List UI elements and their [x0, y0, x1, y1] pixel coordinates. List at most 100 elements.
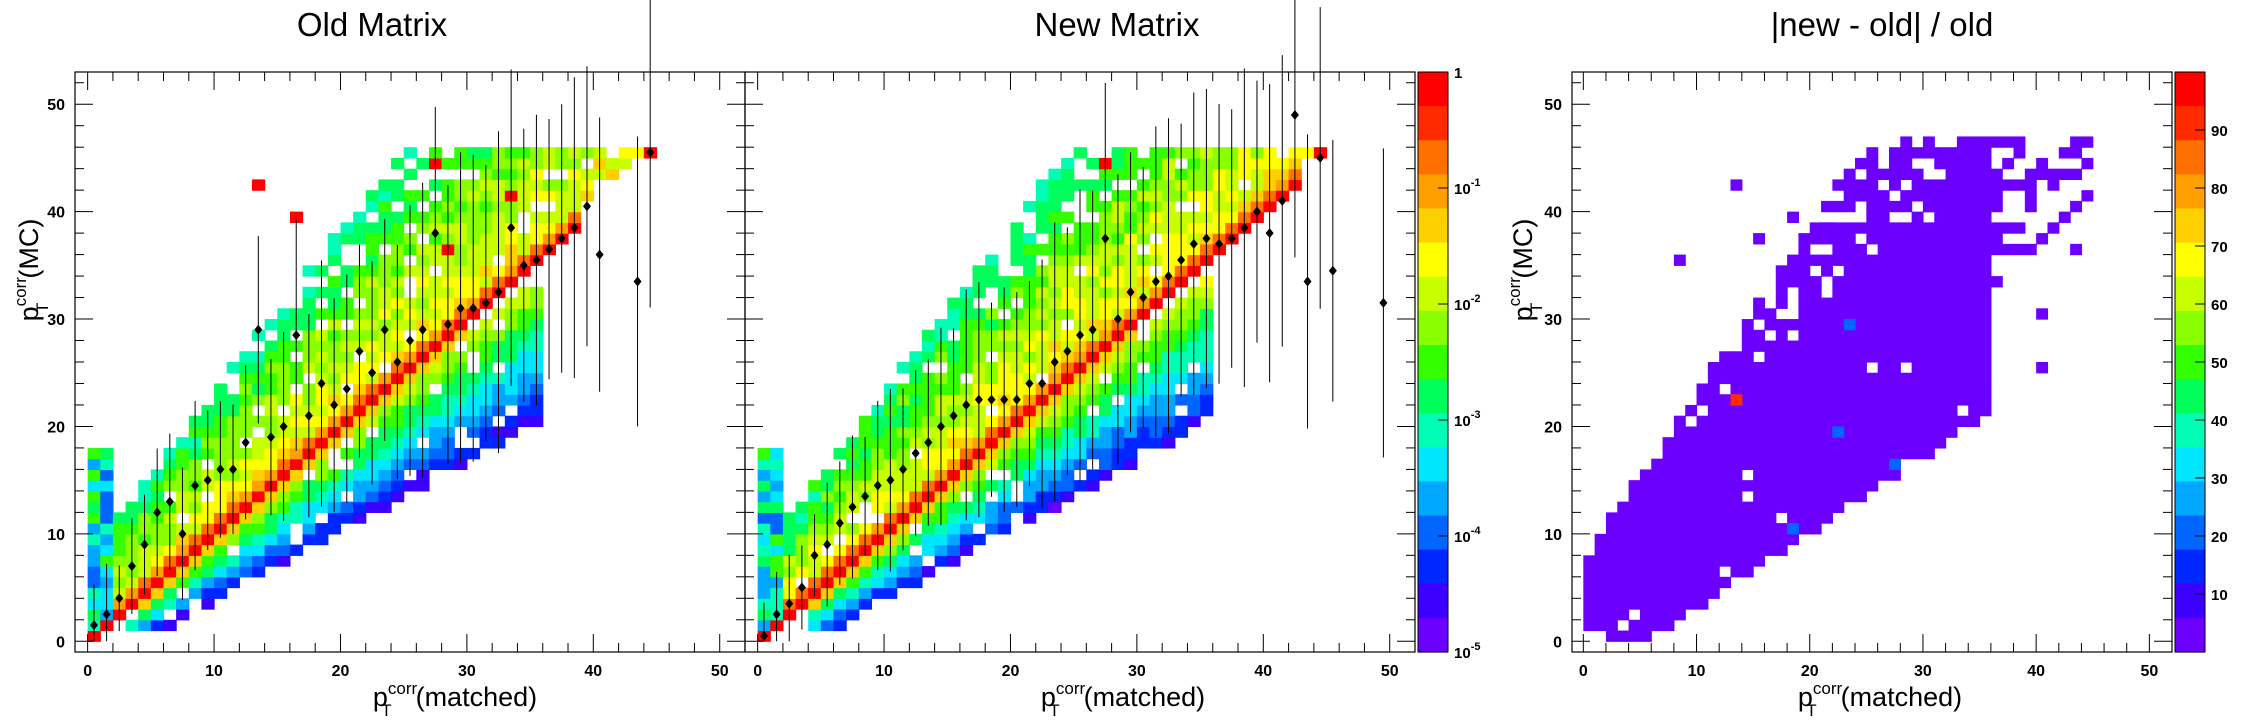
difference-cell	[1945, 254, 1958, 266]
difference-cell	[1945, 297, 1958, 309]
difference-cell	[1888, 383, 1901, 395]
difference-cell	[1945, 265, 1958, 277]
difference-cell	[1866, 265, 1879, 277]
difference-cell	[1888, 340, 1901, 352]
difference-cell	[1628, 544, 1641, 556]
matrix-cell	[871, 587, 885, 599]
difference-cell	[1877, 469, 1890, 481]
difference-cell	[1809, 340, 1822, 352]
difference-cell	[1639, 598, 1652, 610]
difference-cell	[1730, 437, 1743, 449]
profile-point	[1177, 254, 1186, 265]
matrix-cell	[441, 157, 455, 170]
matrix-cell	[1098, 437, 1113, 449]
difference-cell	[1753, 308, 1766, 320]
difference-cell	[1888, 297, 1901, 309]
profile-point	[1202, 233, 1211, 244]
difference-cell	[1956, 233, 1969, 245]
difference-cell	[1843, 447, 1856, 460]
matrix-cell	[1010, 243, 1024, 256]
difference-cell	[2058, 168, 2071, 181]
difference-cell	[1628, 587, 1641, 599]
difference-cell	[1866, 168, 1879, 181]
difference-cell	[2024, 179, 2037, 191]
difference-cell	[1956, 179, 1969, 191]
profile-point	[873, 480, 882, 491]
difference-cell	[1696, 544, 1709, 556]
difference-cell	[1968, 362, 1981, 374]
difference-cell	[1719, 533, 1732, 546]
matrix-cell	[1086, 157, 1100, 170]
difference-cell	[1956, 147, 1969, 159]
difference-cell	[1764, 437, 1777, 449]
matrix-cell	[150, 598, 165, 610]
matrix-cell	[378, 437, 392, 449]
difference-cell	[1651, 587, 1664, 599]
difference-cell	[1821, 383, 1833, 395]
matrix-cell	[947, 533, 961, 546]
x-tick-label: 40	[2027, 663, 2045, 680]
difference-cell	[1968, 254, 1981, 266]
difference-cell	[1945, 404, 1958, 417]
difference-cell	[1900, 340, 1913, 352]
difference-cell	[1990, 233, 2003, 245]
difference-cell	[1753, 362, 1766, 374]
difference-cell	[1945, 190, 1958, 202]
difference-cell	[1639, 609, 1652, 621]
difference-cell	[1628, 619, 1641, 632]
difference-cell	[1866, 447, 1879, 460]
matrix-cell	[985, 276, 999, 288]
difference-cell	[1617, 512, 1630, 524]
matrix-cell	[264, 351, 278, 363]
difference-cell	[1639, 587, 1652, 599]
matrix-cell	[1048, 211, 1062, 223]
difference-cell	[1922, 222, 1935, 234]
matrix-cell	[921, 544, 936, 556]
matrix-cell	[896, 362, 910, 374]
matrix-cell	[1098, 415, 1113, 428]
difference-cell	[1787, 426, 1800, 438]
difference-cell	[1787, 533, 1800, 546]
difference-cell	[2081, 190, 2094, 202]
color-scale-segment	[2175, 413, 2205, 448]
difference-cell	[1855, 383, 1867, 395]
difference-cell	[1719, 404, 1732, 417]
difference-cell	[1990, 276, 2003, 288]
difference-cell	[1866, 222, 1879, 234]
difference-cell	[1673, 490, 1686, 503]
difference-cell	[1809, 233, 1822, 245]
difference-cell	[1934, 426, 1947, 438]
matrix-cell	[391, 480, 405, 492]
matrix-cell	[833, 598, 847, 610]
difference-cell	[1934, 308, 1947, 320]
matrix-cell	[176, 458, 190, 471]
difference-cell	[1888, 469, 1901, 481]
matrix-cell	[302, 286, 316, 299]
matrix-cell	[808, 619, 822, 632]
difference-cell	[1662, 501, 1675, 513]
difference-cell	[2058, 147, 2071, 159]
color-scale-segment	[1418, 447, 1448, 483]
difference-cell	[1775, 501, 1788, 513]
difference-cell	[1685, 404, 1698, 417]
difference-cell	[1583, 587, 1596, 599]
difference-cell	[1855, 286, 1867, 299]
difference-cell	[1877, 329, 1890, 342]
matrix-cell	[391, 490, 405, 503]
difference-cell	[1639, 566, 1652, 578]
difference-cell	[1900, 383, 1913, 395]
difference-cell	[1956, 415, 1969, 428]
matrix-cell	[1035, 200, 1049, 213]
difference-cell	[1968, 286, 1981, 299]
difference-cell	[1877, 394, 1890, 406]
profile-point	[1379, 297, 1388, 308]
difference-cell	[1707, 587, 1720, 599]
difference-cell	[1594, 555, 1607, 567]
difference-cell	[1775, 329, 1788, 342]
difference-cell	[1821, 426, 1833, 438]
difference-cell	[1775, 319, 1788, 331]
difference-cell	[1730, 179, 1743, 191]
matrix-cell	[972, 533, 986, 546]
difference-cell	[1843, 394, 1856, 406]
matrix-cell	[87, 490, 101, 503]
